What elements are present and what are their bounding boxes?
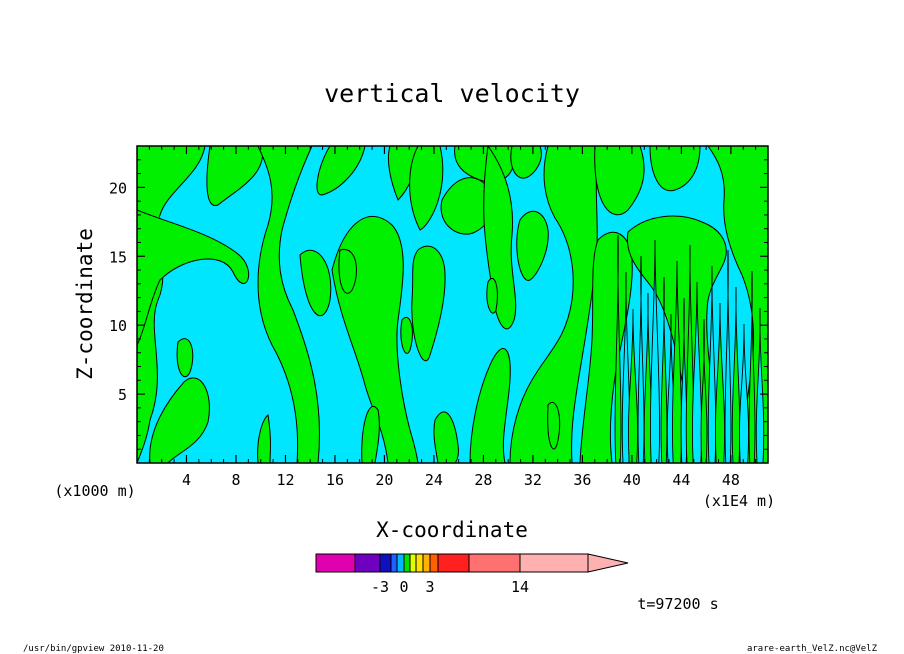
y-tick-label: 10: [109, 317, 127, 335]
colorbar-segment: [437, 553, 470, 573]
contour-streak: [739, 323, 749, 463]
colorbar-segment: [390, 553, 398, 573]
footer-right: arare-earth_VelZ.nc@VelZ: [747, 644, 878, 654]
contour-blob: [510, 146, 542, 179]
y-tick-label: 15: [109, 248, 127, 266]
contour-streak: [628, 308, 638, 463]
contour-blob: [338, 249, 357, 294]
x-tick-label: 36: [573, 471, 591, 489]
plot-area: [137, 146, 768, 463]
contour-streak: [724, 249, 732, 463]
y-axis: 5 10 15 20: [109, 159, 768, 450]
colorbar-tick-label: -3: [371, 578, 389, 596]
colorbar-segment: [315, 553, 356, 573]
contour-blob: [411, 245, 446, 362]
contour-blob: [409, 146, 444, 231]
contour-blob: [469, 348, 511, 463]
colorbar-tick-label: 0: [399, 578, 408, 596]
timestamp: t=97200 s: [637, 595, 718, 613]
colorbar-segment: [403, 553, 411, 573]
contour-blob: [547, 402, 561, 450]
contour-streak: [715, 302, 725, 463]
contour-streak: [650, 239, 660, 463]
colorbar-tick-label: 14: [511, 578, 529, 596]
colorbar-extension: [587, 553, 629, 573]
y-tick-label: 5: [118, 386, 127, 404]
contour-blob: [137, 209, 250, 346]
x-tick-label: 32: [524, 471, 542, 489]
x-tick-label: 4: [182, 471, 191, 489]
y-tick-label: 20: [109, 179, 127, 197]
contour-streak: [748, 270, 756, 463]
x-tick-label: 28: [474, 471, 492, 489]
contour-blob: [400, 317, 413, 354]
contour-blob: [594, 146, 645, 216]
colorbar-segment: [422, 553, 431, 573]
contour-blob: [316, 146, 366, 196]
colorbar-segment: [379, 553, 392, 573]
contour-streak: [700, 318, 708, 463]
x-tick-label: 48: [722, 471, 740, 489]
colorbar: [315, 553, 629, 573]
contour-streaks: [614, 234, 765, 463]
colorbar-tick-label: 3: [425, 578, 434, 596]
contour-streak: [614, 234, 622, 463]
footer-left: /usr/bin/gpview 2010-11-20: [23, 644, 164, 654]
colorbar-segment: [396, 553, 405, 573]
x-axis-label: X-coordinate: [376, 518, 528, 542]
contour-blob: [299, 249, 332, 317]
colorbar-segment: [468, 553, 521, 573]
contour-blob: [257, 414, 271, 463]
contour-blob: [361, 406, 380, 463]
colorbar-segment: [519, 553, 589, 573]
x-tick-label: 8: [231, 471, 240, 489]
contour-blob: [176, 338, 194, 378]
x-tick-label: 16: [326, 471, 344, 489]
x-scale-label: (x1E4 m): [703, 492, 775, 510]
contour-blob: [257, 146, 321, 463]
contour-blob: [486, 278, 498, 314]
x-unit-label: (x1000 m): [54, 482, 135, 500]
contour-streak: [660, 276, 668, 463]
colorbar-segment: [409, 553, 417, 573]
contour-blob: [149, 377, 210, 463]
contour-blob: [509, 146, 601, 463]
contour-blob: [433, 411, 459, 463]
chart-title: vertical velocity: [324, 79, 580, 108]
x-tick-label: 44: [672, 471, 690, 489]
contour-streak: [637, 255, 645, 463]
x-tick-label: 24: [425, 471, 443, 489]
x-tick-label: 40: [623, 471, 641, 489]
colorbar-segment: [429, 553, 439, 573]
colorbar-segment: [354, 553, 381, 573]
contour-blob: [579, 231, 633, 463]
contour-blob: [516, 210, 549, 281]
x-tick-label: 20: [375, 471, 393, 489]
contour-blob: [649, 146, 701, 192]
colorbar-segment: [415, 553, 424, 573]
colorbar-tick-labels: -3 0 3 14: [371, 578, 529, 596]
contour-blob: [206, 146, 264, 206]
plot-frame: [136, 145, 769, 464]
y-axis-label: Z-coordinate: [73, 228, 97, 380]
contour-streak: [755, 307, 765, 463]
x-axis: 4 8 12 16 20 24 28 32 36 40 44 48: [148, 146, 757, 489]
x-tick-label: 12: [276, 471, 294, 489]
